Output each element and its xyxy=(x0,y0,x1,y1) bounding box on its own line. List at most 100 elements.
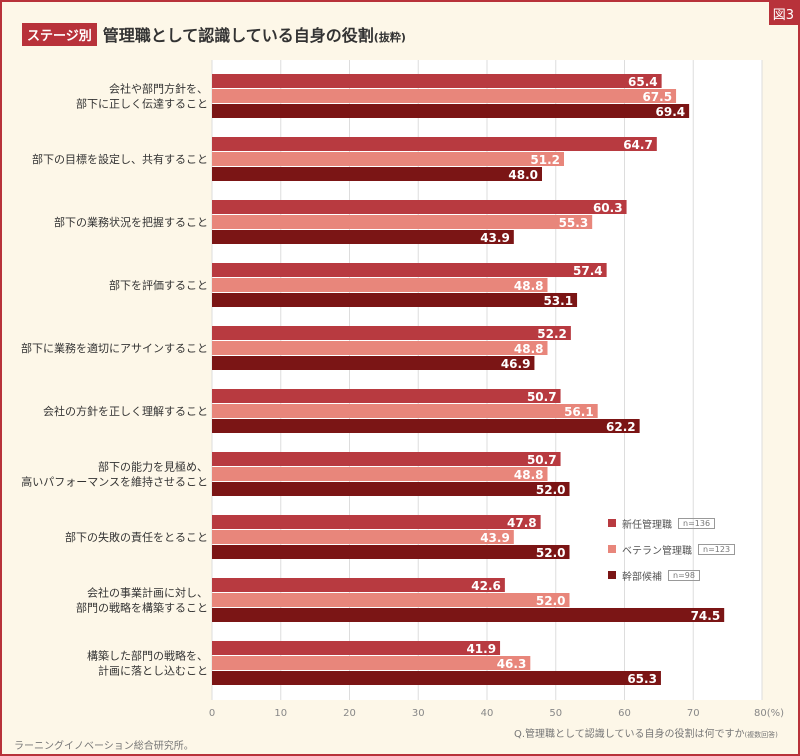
bar xyxy=(212,341,548,355)
category-label: 会社の事業計画に対し、 xyxy=(87,586,208,600)
data-label: 46.3 xyxy=(497,657,527,671)
bar xyxy=(212,230,514,244)
bar xyxy=(212,215,593,229)
category-label: 部下の失敗の責任をとること xyxy=(65,530,208,544)
bar xyxy=(212,104,690,118)
legend-swatch xyxy=(608,545,616,553)
bar xyxy=(212,263,607,277)
x-tick-label: 10 xyxy=(274,708,287,719)
legend-sample-size: n=123 xyxy=(698,543,736,555)
data-label: 43.9 xyxy=(480,231,510,245)
data-label: 46.9 xyxy=(501,357,531,371)
data-label: 67.5 xyxy=(642,90,672,104)
legend-item: 幹部候補 n=98 xyxy=(608,562,735,588)
legend-swatch xyxy=(608,571,616,579)
data-label: 41.9 xyxy=(466,642,496,656)
category-label: 構築した部門の戦略を、 xyxy=(87,649,208,663)
bar xyxy=(212,515,541,529)
title-text: 管理職として認識している自身の役割 xyxy=(102,26,374,45)
legend-label: 幹部候補 xyxy=(622,571,662,583)
data-label: 47.8 xyxy=(507,516,537,530)
data-label: 42.6 xyxy=(471,579,501,593)
bar xyxy=(212,530,514,544)
x-tick-label: 60 xyxy=(618,708,631,719)
data-label: 50.7 xyxy=(527,453,557,467)
category-label: 部下の能力を見極め、 xyxy=(98,460,208,474)
question-main: Q.管理職として認識している自身の役割は何ですか xyxy=(514,729,745,740)
data-label: 57.4 xyxy=(573,264,603,278)
data-label: 52.0 xyxy=(536,594,566,608)
x-tick-label: 30 xyxy=(412,708,425,719)
legend-swatch xyxy=(608,519,616,527)
title-bar: ステージ別 管理職として認識している自身の役割(抜粋) xyxy=(22,22,406,46)
data-label: 69.4 xyxy=(656,105,686,119)
legend-item: ベテラン管理職 n=123 xyxy=(608,536,736,562)
data-label: 65.4 xyxy=(628,75,658,89)
bar xyxy=(212,545,570,559)
bar xyxy=(212,89,677,103)
bar xyxy=(212,326,571,340)
stage-badge: ステージ別 xyxy=(22,22,97,46)
legend-label: 新任管理職 xyxy=(622,519,672,531)
category-label: 部下の目標を設定し、共有すること xyxy=(32,152,208,166)
bar xyxy=(212,356,535,370)
category-label: 高いパフォーマンスを維持させること xyxy=(21,475,208,489)
bar xyxy=(212,278,548,292)
legend-label: ベテラン管理職 xyxy=(622,545,692,557)
question-note: (複数回答) xyxy=(744,731,778,739)
data-label: 48.8 xyxy=(514,342,544,356)
legend: 新任管理職 n=136 ベテラン管理職 n=123 幹部候補 n=98 xyxy=(608,510,736,588)
x-tick-label: 80(%) xyxy=(754,708,784,719)
bar xyxy=(212,467,548,481)
bar xyxy=(212,608,725,622)
figure-label: 図3 xyxy=(768,2,798,25)
bar xyxy=(212,152,564,166)
legend-item: 新任管理職 n=136 xyxy=(608,510,735,536)
x-tick-label: 70 xyxy=(687,708,700,719)
data-label: 52.0 xyxy=(536,546,566,560)
x-tick-label: 40 xyxy=(481,708,494,719)
data-label: 65.3 xyxy=(627,672,657,686)
bar xyxy=(212,482,570,496)
x-tick-label: 0 xyxy=(209,708,215,719)
category-label: 会社の方針を正しく理解すること xyxy=(43,404,208,418)
bar xyxy=(212,404,598,418)
bar xyxy=(212,578,505,592)
category-label: 部下に業務を適切にアサインすること xyxy=(21,341,208,355)
category-label: 部下の業務状況を把握すること xyxy=(54,215,208,229)
category-label: 部下に正しく伝達すること xyxy=(76,97,208,111)
bar xyxy=(212,641,501,655)
x-tick-label: 20 xyxy=(343,708,356,719)
bar xyxy=(212,137,657,151)
credit: ラーニングイノベーション総合研究所。 xyxy=(14,741,194,752)
title-note: (抜粋) xyxy=(373,31,406,44)
category-label: 計画に落とし込むこと xyxy=(98,664,208,678)
legend-sample-size: n=136 xyxy=(678,517,716,529)
data-label: 53.1 xyxy=(543,294,573,308)
bar xyxy=(212,593,570,607)
data-label: 48.8 xyxy=(514,468,544,482)
bar xyxy=(212,389,561,403)
data-label: 48.0 xyxy=(508,168,538,182)
bar xyxy=(212,419,640,433)
legend-sample-size: n=98 xyxy=(668,569,700,581)
data-label: 55.3 xyxy=(559,216,589,230)
data-label: 62.2 xyxy=(606,420,636,434)
data-label: 48.8 xyxy=(514,279,544,293)
data-label: 60.3 xyxy=(593,201,623,215)
chart-title: 管理職として認識している自身の役割(抜粋) xyxy=(103,22,406,46)
x-tick-label: 50 xyxy=(549,708,562,719)
category-label: 部門の戦略を構築すること xyxy=(76,601,208,615)
data-label: 51.2 xyxy=(530,153,560,167)
bar xyxy=(212,671,661,685)
bar xyxy=(212,200,627,214)
category-label: 会社や部門方針を、 xyxy=(109,82,208,96)
bar xyxy=(212,293,578,307)
data-label: 43.9 xyxy=(480,531,510,545)
data-label: 50.7 xyxy=(527,390,557,404)
data-label: 52.2 xyxy=(537,327,567,341)
data-label: 74.5 xyxy=(691,609,721,623)
bar xyxy=(212,74,662,88)
